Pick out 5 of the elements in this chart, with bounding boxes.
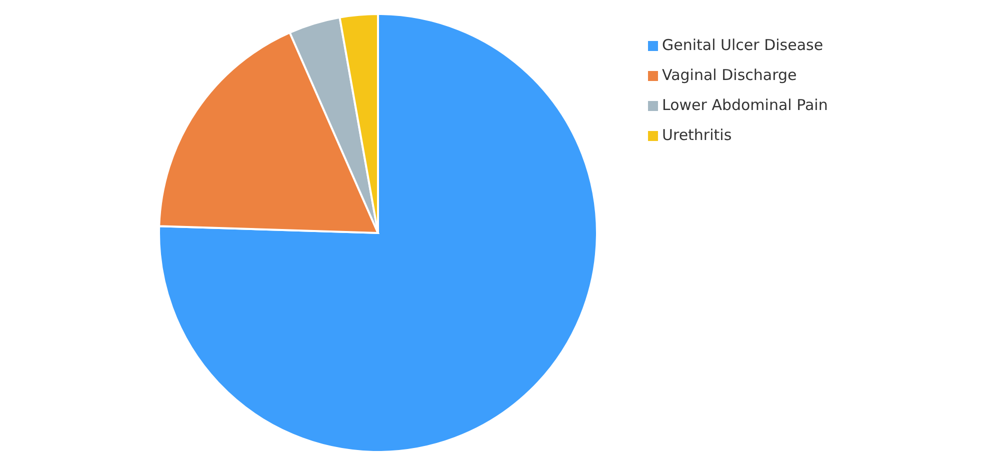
pie-slice (158, 13, 598, 453)
legend-label: Urethritis (662, 126, 732, 144)
legend-label: Vaginal Discharge (662, 66, 797, 84)
legend-label: Lower Abdominal Pain (662, 96, 828, 114)
legend-label: Genital Ulcer Disease (662, 36, 824, 54)
